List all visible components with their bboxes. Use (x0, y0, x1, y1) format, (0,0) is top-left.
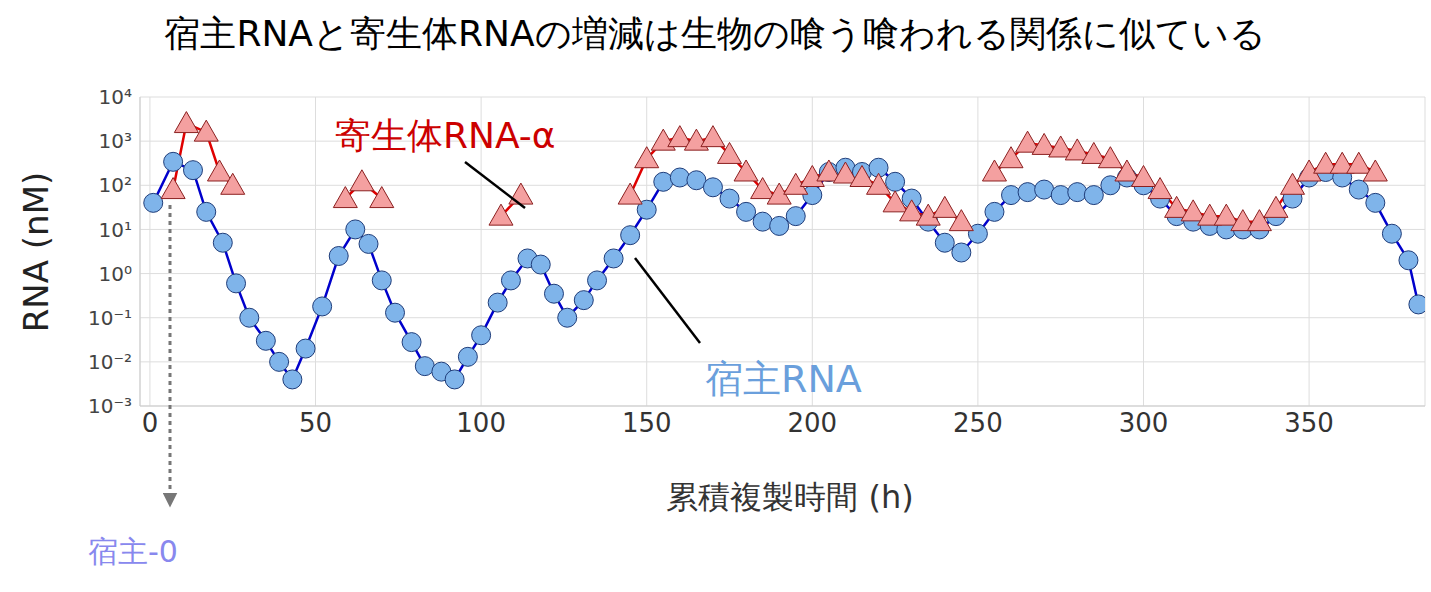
svg-text:10⁻¹: 10⁻¹ (88, 306, 132, 330)
svg-text:350: 350 (1284, 408, 1334, 438)
svg-text:150: 150 (622, 408, 672, 438)
svg-text:50: 50 (299, 408, 332, 438)
svg-text:寄生体RNA-α: 寄生体RNA-α (335, 115, 556, 156)
svg-text:10³: 10³ (99, 129, 132, 153)
svg-text:300: 300 (1119, 408, 1169, 438)
svg-text:10⁰: 10⁰ (99, 262, 132, 286)
svg-text:RNA (nM): RNA (nM) (16, 172, 56, 333)
svg-text:10⁴: 10⁴ (99, 85, 132, 109)
svg-text:10⁻³: 10⁻³ (88, 394, 132, 418)
svg-text:10⁻²: 10⁻² (88, 350, 132, 374)
svg-text:100: 100 (456, 408, 506, 438)
svg-text:宿主RNAと寄生体RNAの増減は生物の喰う喰われる関係に似て: 宿主RNAと寄生体RNAの増減は生物の喰う喰われる関係に似ている (164, 13, 1265, 54)
svg-text:宿主-0: 宿主-0 (88, 534, 178, 569)
svg-text:累積複製時間 (h): 累積複製時間 (h) (666, 478, 913, 516)
svg-text:250: 250 (953, 408, 1003, 438)
svg-text:宿主RNA: 宿主RNA (705, 357, 862, 401)
svg-text:200: 200 (787, 408, 837, 438)
svg-text:10¹: 10¹ (99, 218, 132, 242)
svg-text:0: 0 (142, 408, 159, 438)
svg-text:10²: 10² (99, 173, 132, 197)
